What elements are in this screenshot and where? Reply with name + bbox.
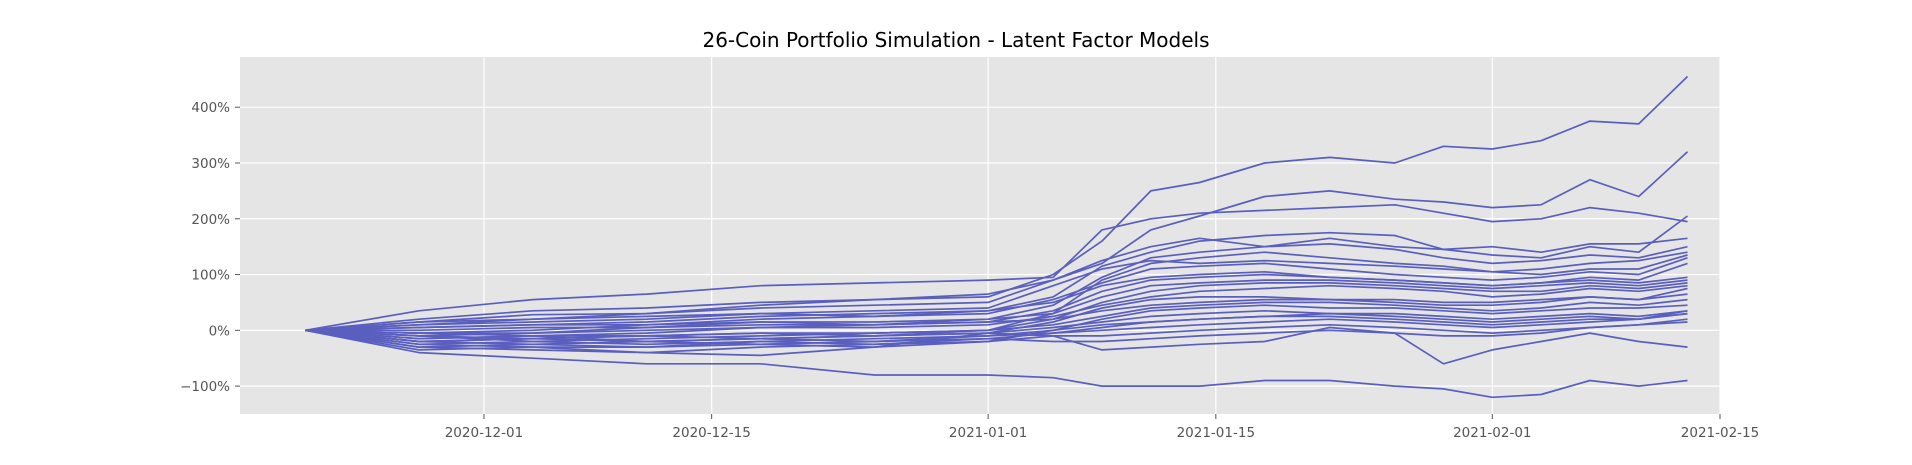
series-line-8 xyxy=(305,254,1688,332)
y-tick-label: 400% xyxy=(191,100,230,116)
grid-lines xyxy=(240,57,1721,414)
x-tick-label: 2020-12-01 xyxy=(445,425,523,441)
y-axis-ticks: −100% 0% 100% 200% 300% 400% xyxy=(180,100,240,395)
series-line-16 xyxy=(305,293,1688,332)
x-tick-label: 2021-02-15 xyxy=(1681,425,1759,441)
series-line-4 xyxy=(305,215,1689,332)
series-line-19 xyxy=(305,309,1688,343)
series-line-17 xyxy=(305,298,1688,340)
y-tick-label: 100% xyxy=(191,268,230,284)
series-lines xyxy=(304,75,1689,399)
series-line-24 xyxy=(304,321,1688,354)
x-tick-label: 2021-01-01 xyxy=(949,425,1027,441)
series-line-25 xyxy=(304,326,1688,365)
series-line-9 xyxy=(305,256,1688,332)
series-line-1 xyxy=(305,75,1689,332)
y-tick-label: −100% xyxy=(180,379,230,395)
x-tick-label: 2020-12-15 xyxy=(672,425,750,441)
x-tick-label: 2021-02-01 xyxy=(1453,425,1531,441)
x-axis-ticks: 2020-12-01 2020-12-15 2021-01-01 2021-01-15… xyxy=(445,414,1759,441)
series-line-21 xyxy=(305,309,1688,346)
chart-title: 26-Coin Portfolio Simulation - Latent Fa… xyxy=(702,28,1209,52)
series-line-13 xyxy=(304,282,1688,346)
series-line-22 xyxy=(305,312,1688,346)
series-line-14 xyxy=(305,284,1688,334)
plot-background xyxy=(240,57,1720,414)
series-line-3 xyxy=(304,203,1688,332)
series-line-12 xyxy=(305,279,1688,332)
x-tick-label: 2021-01-15 xyxy=(1177,425,1255,441)
y-tick-label: 300% xyxy=(191,156,230,172)
series-line-5 xyxy=(305,231,1688,332)
series-line-23 xyxy=(304,318,1688,348)
y-tick-label: 200% xyxy=(191,212,230,228)
series-line-11 xyxy=(305,273,1688,340)
y-tick-label: 0% xyxy=(209,323,231,339)
series-line-26 xyxy=(304,329,1688,399)
